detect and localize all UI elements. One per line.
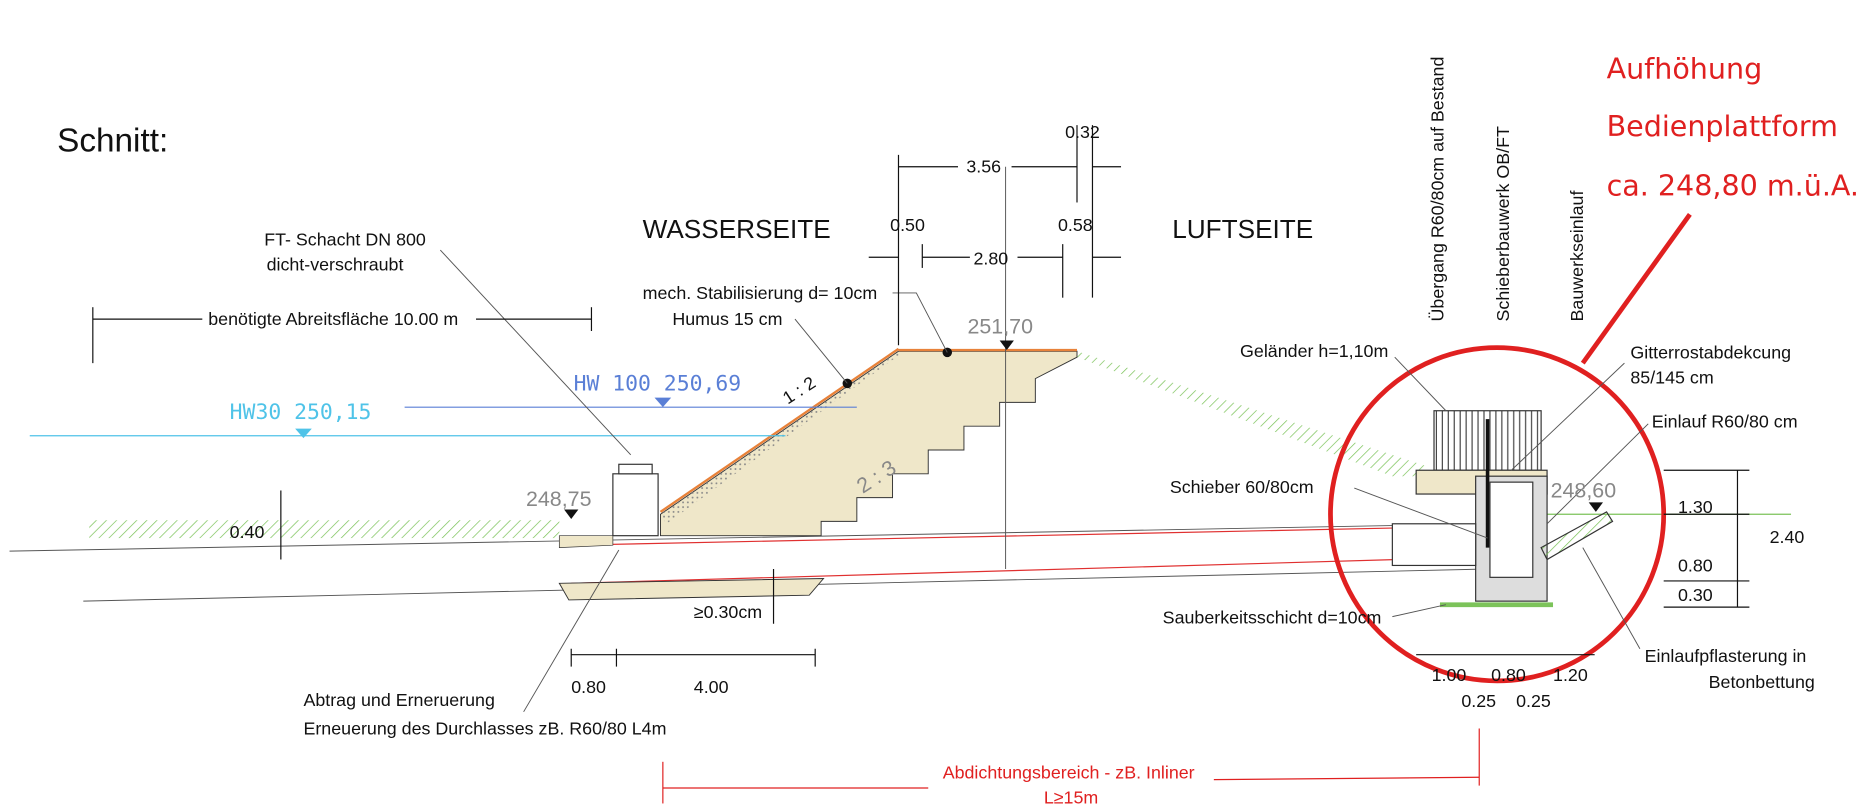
dimension: ≥0.30cm xyxy=(694,602,762,622)
vertical-label: Schieberbauwerk OB/FT xyxy=(1493,126,1513,321)
dimension: 0.50 xyxy=(890,215,925,235)
callout-text: ca. 248,80 m.ü.A. xyxy=(1607,168,1859,202)
ground-left xyxy=(89,520,559,538)
water-mark xyxy=(655,398,672,408)
slope-label: 1 : 2 xyxy=(779,372,819,408)
label: Abtrag und Erneruerung xyxy=(303,690,494,710)
dimension: 3.56 xyxy=(966,157,1001,177)
leader xyxy=(440,250,630,455)
label: Einlaufpflasterung in xyxy=(1645,646,1807,666)
dimension: 4.00 xyxy=(694,677,729,697)
dimension: 2.40 xyxy=(1770,527,1805,547)
sealing-label: Abdichtungsbereich - zB. Inliner xyxy=(943,762,1195,782)
callout-line xyxy=(1583,214,1690,363)
dimension: 1.00 xyxy=(1432,665,1467,685)
dimension: 0.80 xyxy=(1491,665,1526,685)
vertical-label: Bauwerkseinlauf xyxy=(1567,191,1587,322)
label: Betonbettung xyxy=(1709,672,1815,692)
label: Schieber 60/80cm xyxy=(1170,477,1314,497)
level-mark xyxy=(1000,341,1014,351)
label: Geländer h=1,10m xyxy=(1240,341,1388,361)
leader xyxy=(893,293,948,353)
dimension: 0.40 xyxy=(230,522,265,542)
leader xyxy=(1392,605,1446,617)
dimension: 1.20 xyxy=(1553,665,1588,685)
label: FT- Schacht DN 800 xyxy=(264,229,426,249)
leader xyxy=(795,319,847,383)
dimension: 0.58 xyxy=(1058,215,1093,235)
culvert-end xyxy=(1392,524,1475,566)
label: Erneuerung des Durchlasses zB. R60/80 L4… xyxy=(303,718,666,738)
label: Sauberkeitsschicht d=10cm xyxy=(1163,608,1382,628)
elevation: 251,70 xyxy=(968,314,1034,338)
toe xyxy=(559,536,613,548)
section-drawing: Schnitt: WASSERSEITE LUFTSEITE FT- Schac… xyxy=(0,0,1866,806)
label: mech. Stabilisierung d= 10cm xyxy=(643,283,878,303)
shaft-cap xyxy=(619,464,652,474)
gate-chamber xyxy=(1490,482,1533,577)
dimension: 0.25 xyxy=(1461,691,1496,711)
title: Schnitt: xyxy=(57,122,168,159)
level-mark xyxy=(1589,502,1603,512)
label: benötigte Abreitsfläche 10.00 m xyxy=(208,309,458,329)
point xyxy=(943,348,953,358)
dimension: 1.30 xyxy=(1678,497,1713,517)
shaft xyxy=(613,474,658,536)
vertical-label: Übergang R60/80cm auf Bestand xyxy=(1428,57,1448,322)
label: Einlauf R60/80 cm xyxy=(1652,411,1798,431)
water-level: HW 100 250,69 xyxy=(574,372,742,397)
callout-text: Aufhöhung xyxy=(1607,52,1763,86)
label: Humus 15 cm xyxy=(672,309,782,329)
callout-text: Bedienplattform xyxy=(1607,109,1838,143)
elevation: 248,60 xyxy=(1551,479,1617,503)
dimension: 0.32 xyxy=(1065,122,1100,142)
label: dicht-verschraubt xyxy=(267,254,404,274)
slope-right xyxy=(1077,351,1428,476)
label: Gitterrostabdekcung xyxy=(1630,342,1791,362)
sealing-label: L≥15m xyxy=(1044,787,1098,806)
dimension: 0.30 xyxy=(1678,585,1713,605)
label: 85/145 cm xyxy=(1630,367,1713,387)
side-label: LUFTSEITE xyxy=(1172,214,1313,244)
dimension: 0.80 xyxy=(571,677,606,697)
dimension: 0.25 xyxy=(1516,691,1551,711)
elevation: 248,75 xyxy=(526,487,591,511)
culvert-base xyxy=(559,579,823,600)
water-mark xyxy=(295,429,312,439)
dimension: 2.80 xyxy=(973,248,1008,268)
water-level: HW30 250,15 xyxy=(230,400,372,425)
dimension: 0.80 xyxy=(1678,555,1713,575)
side-label: WASSERSEITE xyxy=(643,214,831,244)
